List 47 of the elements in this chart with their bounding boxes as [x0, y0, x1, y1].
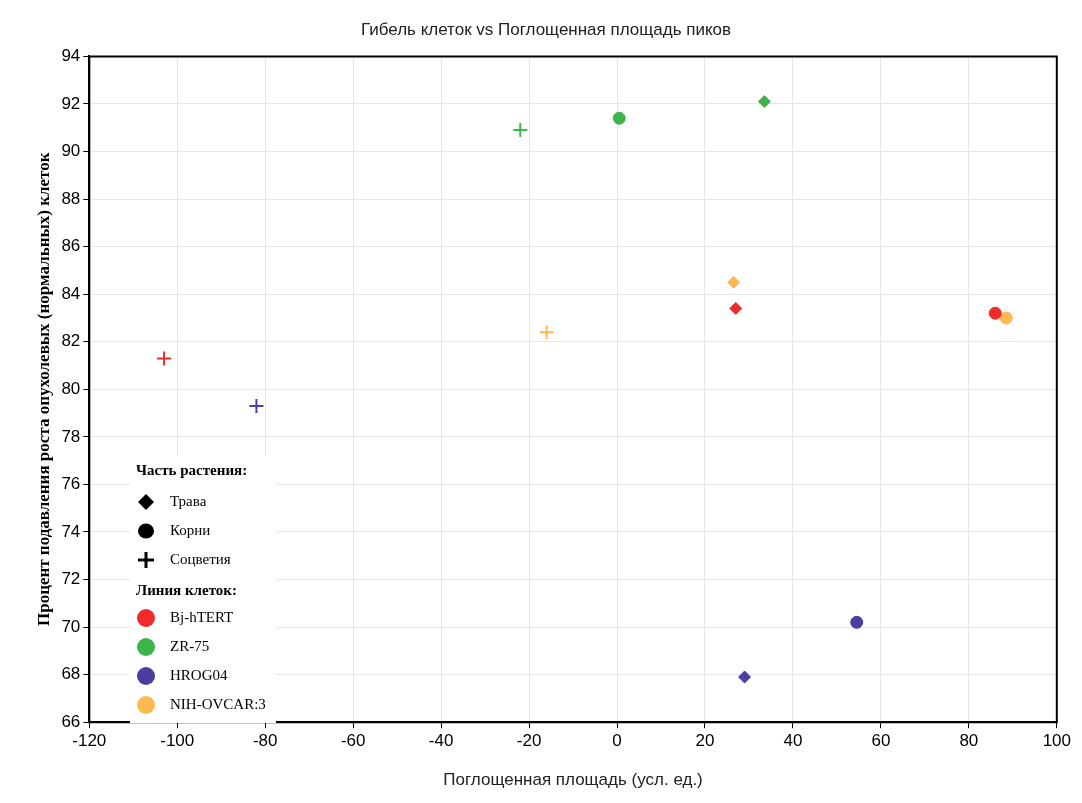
annotation: Соцветия — [170, 551, 231, 568]
point — [612, 111, 626, 125]
y-tick-label: 82 — [61, 331, 81, 351]
point — [757, 95, 771, 109]
x-tick-label: -60 — [340, 731, 366, 751]
y-tick-label: 94 — [61, 46, 81, 66]
y-tick-label: 90 — [61, 141, 81, 161]
y-tick-label: 72 — [61, 569, 81, 589]
x-tick-label: -120 — [72, 731, 107, 751]
y-tick-label: 84 — [61, 283, 81, 303]
annotation: Трава — [170, 493, 207, 510]
x-tick-label: -40 — [428, 731, 454, 751]
point — [850, 615, 864, 629]
x-tick-label: 0 — [612, 731, 622, 751]
point — [727, 275, 741, 289]
y-tick-label: 66 — [61, 711, 81, 731]
y-tick-label: 68 — [61, 664, 81, 684]
x-tick-label: 40 — [783, 731, 803, 751]
legend-label: Bj-hTERT — [170, 609, 234, 626]
point — [738, 670, 752, 684]
y-tick-label: 86 — [61, 236, 81, 256]
annotation: Часть растения: — [136, 462, 249, 479]
x-axis-title: Поглощенная площадь (усл. ед.) — [443, 770, 703, 790]
point — [729, 301, 743, 315]
y-tick-label: 74 — [61, 521, 81, 541]
legend-title: Линия клеток: — [136, 582, 238, 599]
y-tick-label: 80 — [61, 378, 81, 398]
x-tick-label: 20 — [695, 731, 715, 751]
y-tick-label: 76 — [61, 474, 81, 494]
point — [988, 306, 1002, 320]
x-tick-label: -20 — [516, 731, 542, 751]
x-tick-label: -100 — [160, 731, 195, 751]
x-tick-label: 80 — [959, 731, 979, 751]
x-tick-label: 60 — [871, 731, 891, 751]
y-tick-label: 88 — [61, 188, 81, 208]
annotation: Корни — [170, 522, 211, 539]
point — [999, 311, 1013, 325]
legend-label: ZR-75 — [170, 638, 210, 655]
y-axis-title: Процент подавления роста опухолевых (нормальных) клеток — [33, 152, 53, 627]
chart-title: Гибель клеток vs Поглощенная площадь пиков — [360, 19, 732, 39]
y-tick-label: 70 — [61, 616, 81, 636]
legend-label: NIH-OVCAR:3 — [170, 696, 266, 713]
y-tick-label: 92 — [61, 93, 81, 113]
x-tick-label: 100 — [1042, 731, 1072, 751]
x-tick-label: -80 — [252, 731, 278, 751]
y-tick-label: 78 — [61, 426, 81, 446]
legend-label: HROG04 — [170, 667, 228, 684]
